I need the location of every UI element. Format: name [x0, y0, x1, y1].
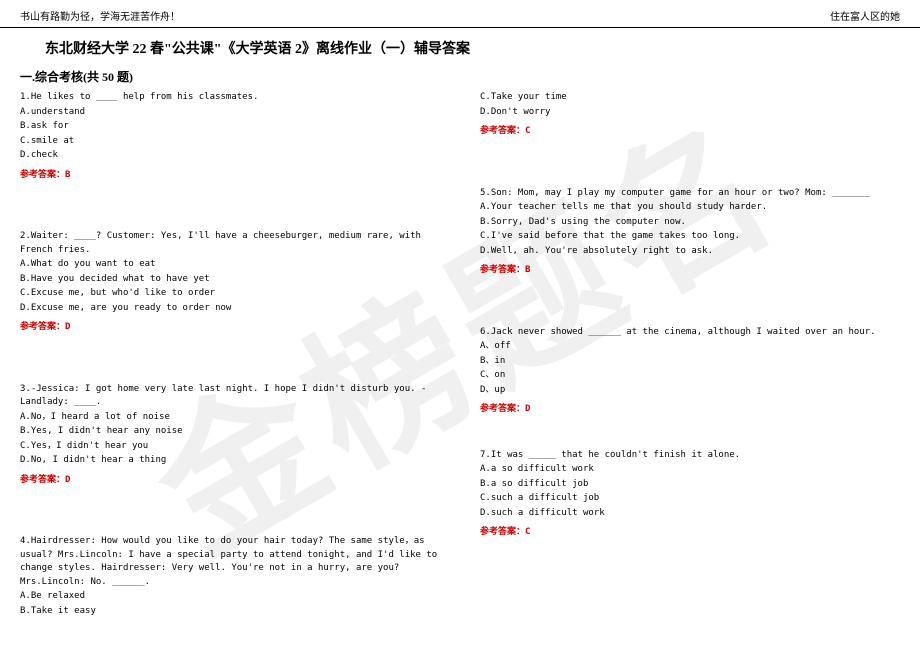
answer: 参考答案：D — [480, 403, 900, 417]
option: B.ask for — [20, 120, 440, 134]
option: D、up — [480, 384, 900, 398]
question-stem: 2.Waiter: ____? Customer: Yes, I'll have… — [20, 230, 440, 257]
option: D.No, I didn't hear a thing — [20, 454, 440, 468]
option: A.Be relaxed — [20, 590, 440, 604]
option: A、off — [480, 340, 900, 354]
option: C.Take your time — [480, 91, 900, 105]
option: C、on — [480, 369, 900, 383]
option: B.a so difficult job — [480, 478, 900, 492]
question-stem: 5.Son: Mom, may I play my computer game … — [480, 187, 900, 201]
option: C.Excuse me, but who'd like to order — [20, 287, 440, 301]
option: A.understand — [20, 106, 440, 120]
option: D.Excuse me, are you ready to order now — [20, 302, 440, 316]
option: C.I've said before that the game takes t… — [480, 230, 900, 244]
option: D.such a difficult work — [480, 507, 900, 521]
option: B.Have you decided what to have yet — [20, 273, 440, 287]
question-1: 1.He likes to ____ help from his classma… — [20, 91, 440, 182]
option: A.Your teacher tells me that you should … — [480, 201, 900, 215]
section-title: 一.综合考核(共 50 题) — [0, 64, 920, 91]
answer: 参考答案：B — [20, 169, 440, 183]
option: A.No，I heard a lot of noise — [20, 411, 440, 425]
question-6: 6.Jack never showed ______ at the cinema… — [480, 326, 900, 417]
answer: 参考答案：C — [480, 125, 900, 139]
option: B.Yes, I didn't hear any noise — [20, 425, 440, 439]
option: C.Yes，I didn't hear you — [20, 440, 440, 454]
question-4: 4.Hairdresser: How would you like to do … — [20, 535, 440, 618]
option: B、in — [480, 355, 900, 369]
question-stem: 4.Hairdresser: How would you like to do … — [20, 535, 440, 589]
question-stem: 3.-Jessica: I got home very late last ni… — [20, 383, 440, 410]
document-title: 东北财经大学 22 春"公共课"《大学英语 2》离线作业（一）辅导答案 — [0, 28, 920, 64]
option: A.What do you want to eat — [20, 258, 440, 272]
columns-container: 1.He likes to ____ help from his classma… — [0, 91, 920, 636]
option: C.smile at — [20, 135, 440, 149]
question-7: 7.It was _____ that he couldn't finish i… — [480, 449, 900, 540]
page-content: 书山有路勤为径，学海无涯苦作舟！ 住在富人区的她 东北财经大学 22 春"公共课… — [0, 0, 920, 636]
option: D.Well, ah. You're absolutely right to a… — [480, 245, 900, 259]
question-5: 5.Son: Mom, may I play my computer game … — [480, 187, 900, 278]
question-4-cont: C.Take your time D.Don't worry 参考答案：C — [480, 91, 900, 139]
header-right: 住在富人区的她 — [830, 8, 900, 23]
option: C.such a difficult job — [480, 492, 900, 506]
answer: 参考答案：C — [480, 526, 900, 540]
answer: 参考答案：D — [20, 474, 440, 488]
option: B.Take it easy — [20, 605, 440, 619]
question-2: 2.Waiter: ____? Customer: Yes, I'll have… — [20, 230, 440, 335]
right-column: C.Take your time D.Don't worry 参考答案：C 5.… — [480, 91, 900, 636]
question-3: 3.-Jessica: I got home very late last ni… — [20, 383, 440, 488]
question-stem: 6.Jack never showed ______ at the cinema… — [480, 326, 900, 340]
option: A.a so difficult work — [480, 463, 900, 477]
option: D.Don't worry — [480, 106, 900, 120]
page-header: 书山有路勤为径，学海无涯苦作舟！ 住在富人区的她 — [0, 0, 920, 28]
option: B.Sorry, Dad's using the computer now. — [480, 216, 900, 230]
question-stem: 1.He likes to ____ help from his classma… — [20, 91, 440, 105]
answer: 参考答案：D — [20, 321, 440, 335]
question-stem: 7.It was _____ that he couldn't finish i… — [480, 449, 900, 463]
header-left: 书山有路勤为径，学海无涯苦作舟！ — [20, 8, 180, 23]
left-column: 1.He likes to ____ help from his classma… — [20, 91, 440, 636]
option: D.check — [20, 149, 440, 163]
answer: 参考答案：B — [480, 264, 900, 278]
